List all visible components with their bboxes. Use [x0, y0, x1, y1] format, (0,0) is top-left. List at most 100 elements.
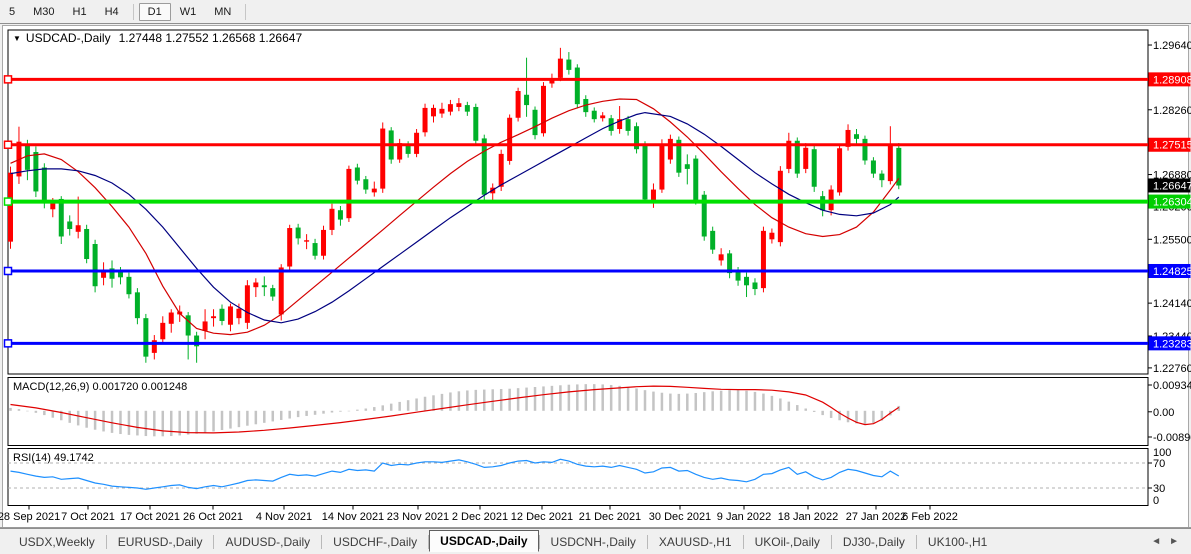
ma-fast-red-line — [10, 98, 900, 336]
line-anchor-handle[interactable] — [3, 140, 13, 149]
macd-indicator-label: MACD(12,26,9) 0.001720 0.001248 — [13, 381, 188, 393]
date-tick-label: 7 Oct 2021 — [61, 511, 115, 523]
candle — [337, 210, 343, 220]
candle — [659, 143, 665, 190]
timeframe-toolbar: 5 M30 H1 H4 D1 W1 MN — [0, 0, 1191, 24]
date-tick-label: 12 Dec 2021 — [511, 511, 573, 523]
candle — [431, 107, 436, 117]
candle — [507, 117, 513, 161]
candle — [845, 129, 851, 147]
toolbar-separator — [132, 3, 134, 20]
candle — [811, 149, 817, 187]
candle — [634, 126, 640, 150]
price-tick-label: 1.25500 — [1153, 234, 1191, 246]
support-resistance-lines — [3, 75, 1148, 348]
price-tick-label: 1.28260 — [1153, 105, 1191, 117]
chart-symbol-label: USDCAD-,Daily — [25, 31, 111, 45]
date-tick-label: 18 Jan 2022 — [778, 511, 839, 523]
candle — [557, 58, 563, 78]
candle — [261, 285, 267, 288]
timeframe-button-5[interactable]: 5 — [9, 5, 16, 18]
candle — [33, 152, 39, 192]
date-tick-label: 21 Dec 2021 — [579, 511, 641, 523]
price-badge-text: 1.28908 — [1153, 74, 1191, 86]
candle — [540, 85, 546, 134]
candle — [887, 145, 893, 182]
tab-eurusd-daily[interactable]: EURUSD-,Daily — [117, 534, 203, 549]
tab-ukoil-daily[interactable]: UKOil-,Daily — [754, 534, 820, 549]
candle — [727, 253, 733, 274]
candle — [287, 228, 293, 267]
candle — [447, 104, 453, 112]
tab-scroll-right-icon[interactable]: ► — [1169, 536, 1179, 547]
candle — [24, 144, 30, 170]
timeframe-button-mn[interactable]: MN — [214, 5, 232, 18]
candle — [41, 167, 47, 202]
candle — [227, 306, 233, 325]
candle — [354, 167, 360, 181]
candle — [676, 139, 682, 173]
candle — [67, 221, 73, 229]
candle — [549, 78, 555, 84]
candle — [684, 164, 690, 169]
candle — [735, 271, 741, 281]
timeframe-button-h4[interactable]: H4 — [104, 5, 119, 18]
line-anchor-handle[interactable] — [3, 339, 13, 348]
candle — [312, 243, 318, 256]
line-anchor-handle[interactable] — [3, 266, 13, 276]
tab-dj30-daily[interactable]: DJ30-,Daily — [842, 534, 905, 549]
candle — [693, 158, 699, 201]
symbol-dropdown-icon[interactable]: ▼ — [13, 34, 21, 43]
candle — [854, 134, 859, 139]
candle — [117, 271, 123, 278]
timeframe-button-w1[interactable]: W1 — [179, 5, 197, 18]
candle — [769, 232, 775, 240]
candle — [329, 208, 335, 230]
macd-pane: 0.009345 0.00 -0.00890 — [9, 380, 1191, 444]
candle — [380, 128, 386, 189]
timeframe-button-d1[interactable]: D1 — [138, 2, 171, 21]
macd-axis-label: 0.00 — [1153, 407, 1174, 419]
candle — [439, 108, 445, 114]
tab-audusd-daily[interactable]: AUDUSD-,Daily — [225, 534, 311, 549]
candle — [625, 119, 631, 131]
candle — [101, 270, 107, 278]
tab-usdx-weekly[interactable]: USDX,Weekly — [19, 534, 95, 549]
candle — [244, 285, 250, 323]
tab-uk100-h1[interactable]: UK100-,H1 — [927, 534, 988, 549]
candle — [236, 308, 242, 319]
candle — [752, 282, 758, 290]
candle — [524, 94, 530, 106]
candle — [134, 292, 140, 319]
tab-separator — [646, 534, 648, 549]
candle — [363, 179, 369, 190]
toolbar-separator — [245, 3, 247, 20]
candle — [92, 244, 98, 287]
timeframe-button-h1[interactable]: H1 — [72, 5, 87, 18]
tab-xauusd-h1[interactable]: XAUUSD-,H1 — [658, 534, 732, 549]
price-badge-1.28908 — [1148, 72, 1191, 87]
candle — [405, 144, 411, 154]
date-tick-label: 6 Feb 2022 — [902, 511, 958, 523]
tab-usdcad-daily[interactable]: USDCAD-,Daily — [429, 529, 539, 552]
line-anchor-handle[interactable] — [3, 75, 13, 84]
moving-averages — [10, 98, 900, 336]
timeframe-button-m30[interactable]: M30 — [33, 5, 55, 18]
candle — [8, 172, 13, 242]
price-tick-label: 1.22760 — [1153, 363, 1191, 375]
tab-scroll-left-icon[interactable]: ◄ — [1151, 536, 1162, 547]
candle — [896, 147, 902, 186]
line-anchor-handle[interactable] — [3, 197, 13, 206]
candle — [837, 148, 843, 193]
tab-usdchf-daily[interactable]: USDCHF-,Daily — [333, 534, 418, 549]
tab-separator — [830, 534, 832, 549]
rsi-axis-label: 100 — [1153, 447, 1171, 459]
candle — [574, 67, 580, 105]
candle — [270, 288, 276, 297]
candle — [617, 119, 623, 130]
tab-usdcnh-daily[interactable]: USDCNH-,Daily — [550, 534, 636, 549]
candle — [591, 110, 597, 120]
